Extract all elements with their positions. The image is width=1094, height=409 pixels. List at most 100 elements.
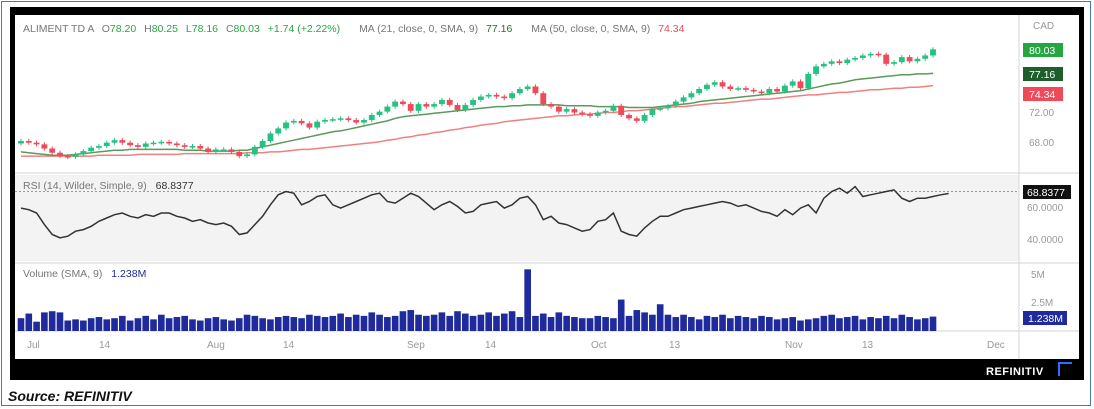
volume-bar xyxy=(212,317,220,331)
volume-bar xyxy=(423,315,430,331)
candle xyxy=(852,55,858,62)
time-label-oct: Oct xyxy=(591,340,607,351)
candle-body xyxy=(329,119,336,121)
volume-badge: 1.238M xyxy=(1023,311,1067,325)
candle xyxy=(228,147,235,154)
candle-body xyxy=(688,93,695,98)
volume-bar xyxy=(80,320,87,331)
candle xyxy=(337,116,344,122)
rsi-layer xyxy=(15,185,1019,239)
candle-body xyxy=(828,61,835,64)
candle xyxy=(103,140,110,149)
candle xyxy=(485,92,492,99)
candle xyxy=(672,99,679,108)
volume-bar xyxy=(812,318,820,331)
candle-body xyxy=(111,140,118,143)
volume-layer xyxy=(17,269,937,331)
legend-ma21-label: MA (21, close, 0, SMA, 9) xyxy=(359,23,478,35)
candle xyxy=(501,94,508,101)
volume-bar xyxy=(797,320,804,331)
volume-bar xyxy=(274,317,282,331)
legend-o-label: O xyxy=(102,23,110,35)
candle-body xyxy=(867,53,874,56)
legend-ma50-value: 74.34 xyxy=(658,23,684,35)
volume-bar xyxy=(345,317,352,331)
volume-bar xyxy=(399,311,407,331)
candle-body xyxy=(883,54,890,64)
volume-badge-bg xyxy=(1023,311,1067,325)
candle-body xyxy=(610,105,617,111)
candle xyxy=(579,110,586,117)
volume-bar xyxy=(547,317,555,331)
candle-body xyxy=(462,104,469,110)
candle-body xyxy=(88,147,95,152)
candle xyxy=(509,91,515,101)
candle xyxy=(392,99,399,109)
currency-label: CAD xyxy=(1033,21,1054,32)
candle-body xyxy=(774,89,781,92)
candle xyxy=(275,126,282,136)
candle-body xyxy=(532,86,539,94)
legend-low: 78.16 xyxy=(192,23,218,35)
volume-bar xyxy=(259,318,266,331)
time-label-dec: Dec xyxy=(987,340,1005,351)
legend-l-label: L xyxy=(186,23,192,35)
candle-body xyxy=(415,104,422,111)
candle xyxy=(649,107,656,118)
candle xyxy=(166,139,173,146)
volume-bar xyxy=(142,315,150,331)
candle-body xyxy=(228,149,235,152)
candle-body xyxy=(789,81,796,86)
volume-bar xyxy=(617,299,625,331)
rsi-badge: 68.8377 xyxy=(1023,185,1071,199)
volume-bar xyxy=(898,314,906,331)
candle xyxy=(719,80,726,89)
volume-bar xyxy=(33,321,40,331)
candle-body xyxy=(470,99,477,105)
candle xyxy=(891,60,897,66)
volume-bar xyxy=(228,320,235,331)
candle-body xyxy=(555,106,562,112)
candle-body xyxy=(322,120,328,122)
candle xyxy=(626,112,632,121)
candle xyxy=(127,140,134,148)
candle-body xyxy=(626,115,632,119)
candle-body xyxy=(891,62,897,64)
volume-bar xyxy=(407,310,415,331)
candle-body xyxy=(766,89,773,94)
candles-layer xyxy=(18,47,936,160)
volume-bar xyxy=(633,310,641,331)
candle-body xyxy=(649,109,656,115)
candle xyxy=(766,86,773,96)
candle xyxy=(314,119,321,130)
candle-body xyxy=(711,82,718,85)
price-badge-close-text: 80.03 xyxy=(1029,45,1055,57)
candle xyxy=(774,86,781,94)
candle xyxy=(883,52,890,66)
candle-body xyxy=(267,133,274,141)
volume-bar xyxy=(321,317,329,331)
volume-bar xyxy=(695,319,703,331)
time-label-oct-13: 13 xyxy=(669,340,681,351)
candle xyxy=(368,112,375,123)
candle-body xyxy=(914,58,921,62)
volume-bar xyxy=(173,317,181,331)
volume-bar xyxy=(820,315,828,331)
candle xyxy=(727,84,734,92)
candle xyxy=(49,146,56,155)
candle xyxy=(267,131,274,144)
volume-tick-5m: 5M xyxy=(1031,270,1045,281)
candle xyxy=(789,79,796,88)
volume-bar xyxy=(157,314,165,331)
candle-body xyxy=(906,57,913,62)
candle xyxy=(813,64,819,76)
rsi-legend: RSI (14, Wilder, Simple, 9) 68.8377 xyxy=(23,180,194,192)
candle-body xyxy=(797,81,804,89)
candle-body xyxy=(251,146,258,155)
candle-body xyxy=(376,111,383,115)
candle-body xyxy=(813,66,819,74)
candle-body xyxy=(353,120,360,123)
candle-body xyxy=(423,104,430,107)
price-badge-close-bg xyxy=(1023,43,1063,57)
volume-bar xyxy=(17,318,25,331)
